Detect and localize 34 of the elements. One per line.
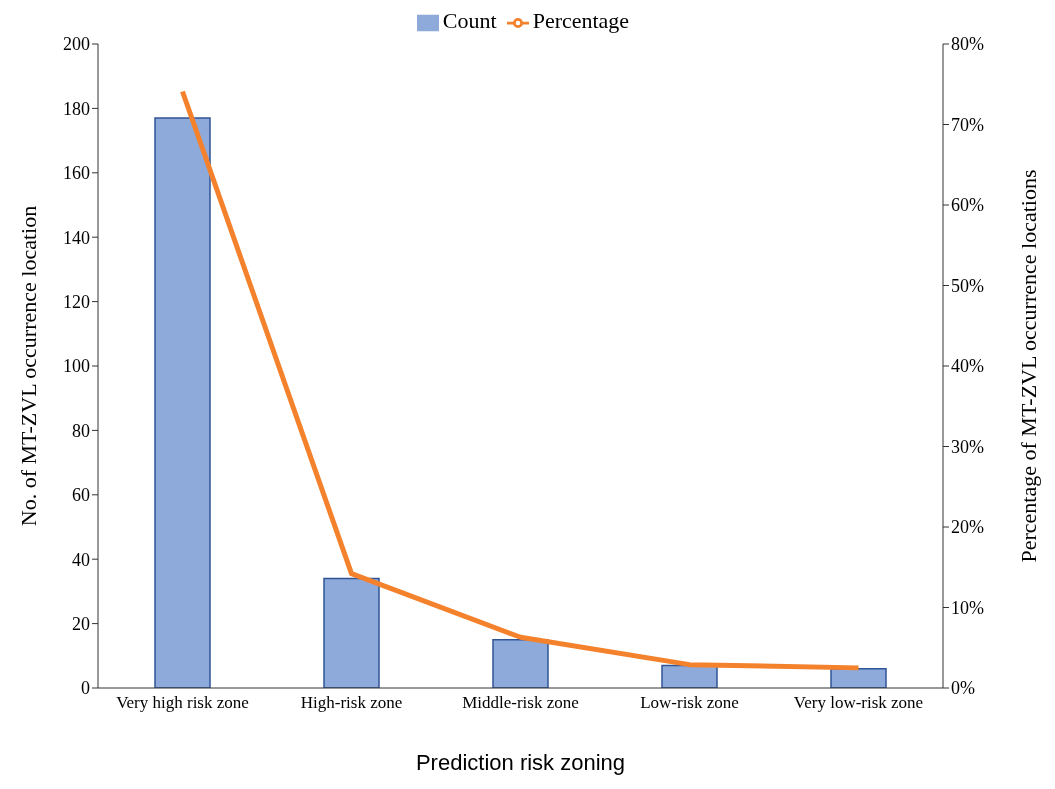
y2-tick-label: 40%: [951, 356, 984, 377]
y-tick-label: 100: [63, 356, 90, 377]
bar: [492, 638, 549, 688]
x-tick-label: Middle-risk zone: [462, 693, 579, 713]
bar: [830, 667, 887, 688]
y-tick-label: 20: [72, 613, 90, 634]
y-tick-label: 80: [72, 420, 90, 441]
y2-axis-title: Percentage of MT-ZVL occurrence locations: [1015, 169, 1041, 563]
y-tick-label: 40: [72, 549, 90, 570]
x-tick-label: Very low-risk zone: [793, 693, 924, 713]
y-tick-label: 160: [63, 163, 90, 184]
y-axis-title: No. of MT-ZVL occurrence location: [15, 205, 41, 527]
legend-label: Count: [442, 8, 497, 33]
y2-tick-label: 80%: [951, 34, 984, 55]
y-tick-label: 200: [63, 34, 90, 55]
x-tick-label: High-risk zone: [300, 693, 403, 713]
y2-tick-label: 30%: [951, 436, 984, 457]
y-tick-label: 60: [72, 485, 90, 506]
y2-tick-label: 50%: [951, 275, 984, 296]
bar: [154, 117, 211, 688]
y2-tick-label: 20%: [951, 517, 984, 538]
x-tick-label: Low-risk zone: [640, 693, 739, 713]
bar: [323, 577, 380, 688]
y-tick-label: 120: [63, 291, 90, 312]
x-axis-title: Prediction risk zoning: [415, 750, 626, 775]
y2-tick-label: 0%: [951, 678, 975, 699]
y-tick-label: 180: [63, 98, 90, 119]
legend-label: Percentage: [532, 8, 630, 33]
y-tick-label: 0: [81, 678, 90, 699]
y2-tick-label: 10%: [951, 597, 984, 618]
y-tick-label: 140: [63, 227, 90, 248]
y2-tick-label: 70%: [951, 114, 984, 135]
y2-tick-label: 60%: [951, 195, 984, 216]
x-tick-label: Very high risk zone: [116, 693, 249, 713]
